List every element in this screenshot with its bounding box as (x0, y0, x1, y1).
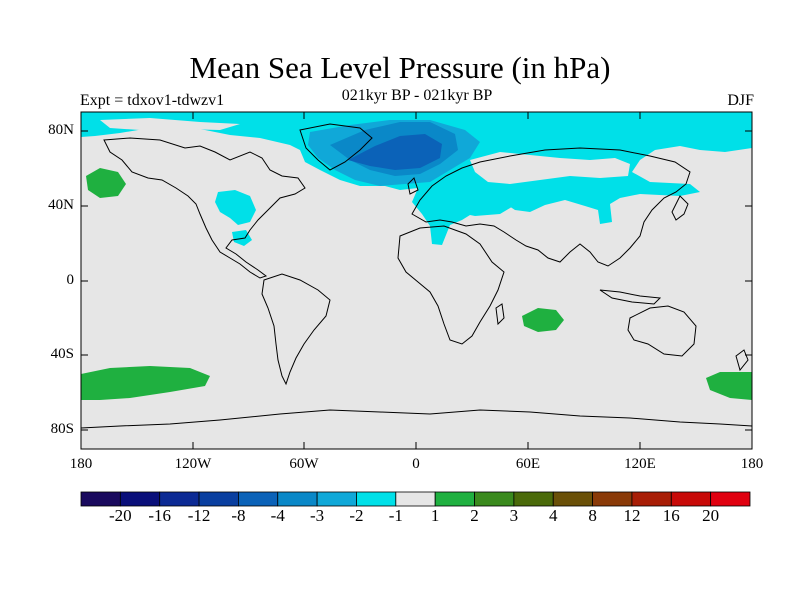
colorbar-swatch-0 (80, 491, 121, 507)
lon-label-180w: 180 (69, 456, 93, 472)
madagascar-coastline (495, 303, 505, 326)
new-zealand-coastline (735, 349, 749, 372)
lat-label-40s: 40S (50, 346, 74, 362)
colorbar-label-6: -2 (349, 506, 364, 525)
colorbar-label-11: 4 (548, 506, 558, 525)
south-pacific-positive-region (81, 366, 210, 400)
experiment-label: Expt = tdxov1-tdwzv1 (80, 92, 225, 109)
lon-label-0: 0 (412, 456, 420, 472)
lat-label-0: 0 (66, 272, 75, 288)
colorbar-swatch-2 (159, 491, 200, 507)
colorbar-label-7: -1 (388, 506, 403, 525)
pressure-anomaly-fields (81, 112, 752, 400)
map-title: Mean Sea Level Pressure (in hPa) (189, 50, 611, 85)
colorbar-swatch-7 (356, 491, 397, 507)
antarctica-coastline (80, 409, 753, 429)
greenland-coastline (299, 123, 373, 171)
colorbar-swatch-9 (434, 491, 475, 507)
colorbar-swatch-13 (592, 491, 633, 507)
atlantic-negative-region-4 (348, 134, 442, 170)
axis-ticks (81, 112, 752, 449)
australia-coastline (627, 305, 697, 357)
colorbar-swatch-1 (119, 491, 161, 507)
north-america-coastline (103, 137, 306, 279)
colorbar-label-13: 12 (623, 506, 641, 525)
colorbar-swatch-6 (316, 491, 357, 507)
colorbar-label-10: 3 (509, 506, 519, 525)
southern-ocean-positive-region (706, 372, 752, 400)
indian-ocean-positive-region (522, 308, 564, 332)
colorbar-swatch-8 (395, 491, 436, 507)
europe-negative-region (430, 190, 515, 216)
colorbar-label-0: -20 (109, 506, 132, 525)
colorbar-label-2: -12 (187, 506, 211, 525)
arctic-neutral-gap (100, 118, 240, 130)
colorbar-swatch-12 (552, 491, 593, 507)
colorbar (80, 491, 751, 507)
lat-label-80n: 80N (48, 122, 74, 138)
lat-label-80s: 80S (50, 421, 74, 437)
lon-label-180e: 180 (740, 456, 764, 472)
lon-label-60w: 60W (289, 456, 319, 472)
lon-label-120e: 120E (624, 456, 656, 472)
japan-coastline (671, 195, 689, 221)
period-label: 021kyr BP - 021kyr BP (341, 87, 493, 104)
colorbar-swatch-11 (513, 491, 554, 507)
colorbar-label-5: -3 (310, 506, 325, 525)
lon-label-60e: 60E (515, 456, 541, 472)
lat-label-40n: 40N (48, 197, 74, 213)
eurasia-coastline (411, 147, 691, 267)
north-pacific-positive-region (86, 168, 126, 198)
lon-label-120w: 120W (174, 456, 212, 472)
season-label: DJF (727, 92, 754, 109)
colorbar-swatch-15 (670, 491, 712, 507)
colorbar-swatch-5 (277, 491, 318, 507)
colorbar-swatch-3 (198, 491, 239, 507)
colorbar-swatch-4 (238, 491, 279, 507)
eurasia-neutral-gap (470, 152, 630, 184)
colorbar-swatch-10 (474, 491, 515, 507)
north-america-negative-region (215, 190, 256, 225)
colorbar-label-3: -8 (231, 506, 246, 525)
colorbar-label-1: -16 (148, 506, 172, 525)
colorbar-label-15: 20 (702, 506, 720, 525)
colorbar-label-4: -4 (270, 506, 285, 525)
colorbar-label-14: 16 (662, 506, 680, 525)
colorbar-swatch-14 (631, 491, 672, 507)
colorbar-label-9: 2 (470, 506, 479, 525)
colorbar-label-8: 1 (430, 506, 440, 525)
colorbar-swatch-16 (710, 491, 751, 507)
south-america-coastline (261, 273, 331, 386)
colorbar-label-12: 8 (588, 506, 597, 525)
coastlines (80, 123, 753, 429)
british-isles-coastline (407, 177, 419, 195)
indonesia-coastline (599, 289, 662, 305)
africa-coastline (397, 225, 505, 345)
